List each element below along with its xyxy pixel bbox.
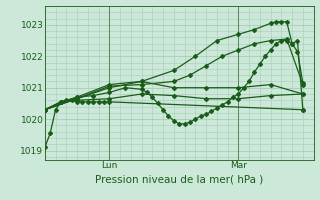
X-axis label: Pression niveau de la mer( hPa ): Pression niveau de la mer( hPa ) xyxy=(95,175,263,185)
